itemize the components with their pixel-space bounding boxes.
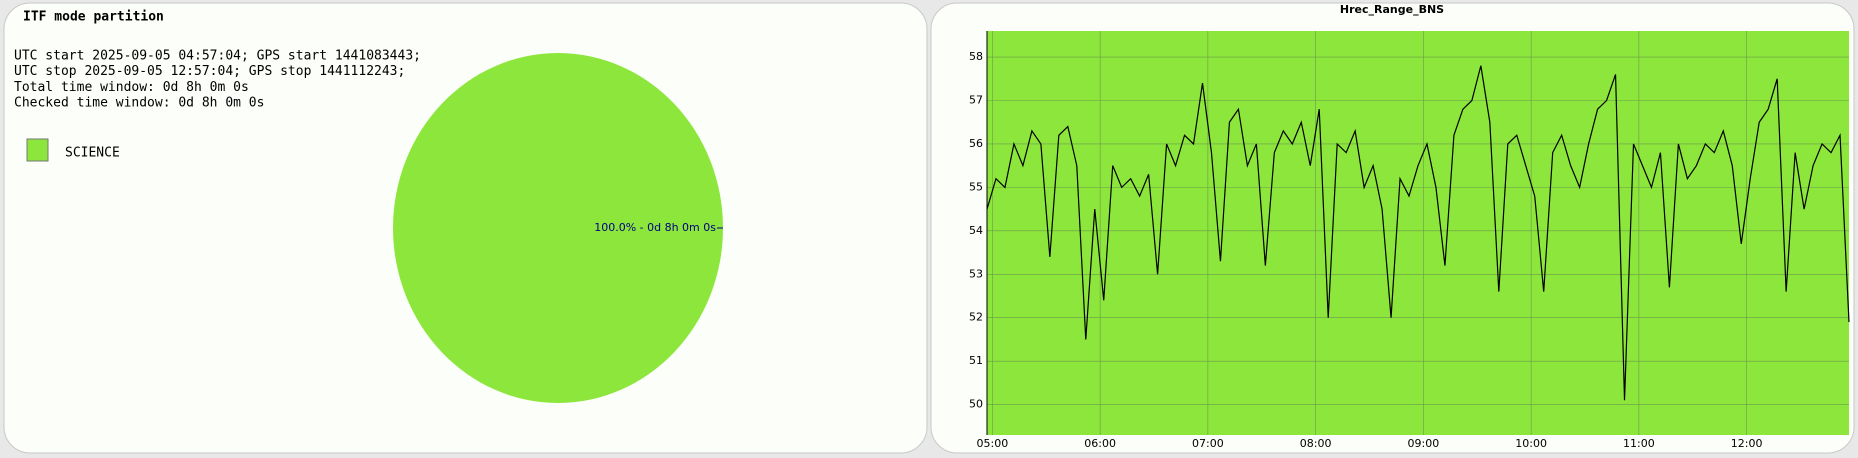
pie-title: ITF mode partition: [23, 10, 164, 25]
x-tick-label: 06:00: [1084, 437, 1116, 450]
x-tick-label: 11:00: [1623, 437, 1655, 450]
info-line: Total time window: 0d 8h 0m 0s: [14, 80, 249, 95]
pie-slice: [393, 53, 723, 403]
y-tick-label: 52: [969, 311, 983, 324]
slice-label: 100.0% - 0d 8h 0m 0s: [594, 221, 716, 234]
x-tick-label: 07:00: [1192, 437, 1224, 450]
x-tick-label: 05:00: [977, 437, 1009, 450]
line-title: Hrec_Range_BNS: [1340, 3, 1444, 16]
plot-area: [987, 31, 1849, 435]
x-tick-label: 10:00: [1515, 437, 1547, 450]
y-tick-label: 55: [969, 180, 983, 193]
y-tick-label: 57: [969, 94, 983, 107]
x-tick-label: 12:00: [1731, 437, 1763, 450]
y-tick-label: 53: [969, 267, 983, 280]
y-tick-label: 58: [969, 50, 983, 63]
data-line: [986, 65, 1850, 401]
info-line: Checked time window: 0d 8h 0m 0s: [14, 96, 264, 111]
info-line: UTC start 2025-09-05 04:57:04; GPS start…: [14, 49, 421, 64]
x-tick-label: 09:00: [1408, 437, 1440, 450]
y-tick-label: 50: [969, 398, 983, 411]
y-tick-label: 56: [969, 137, 983, 150]
legend-swatch: [26, 138, 49, 162]
y-tick-label: 54: [969, 224, 983, 237]
y-tick-label: 51: [969, 354, 983, 367]
info-line: UTC stop 2025-09-05 12:57:04; GPS stop 1…: [14, 64, 405, 79]
x-tick-label: 08:00: [1300, 437, 1332, 450]
legend-label: SCIENCE: [65, 146, 120, 161]
